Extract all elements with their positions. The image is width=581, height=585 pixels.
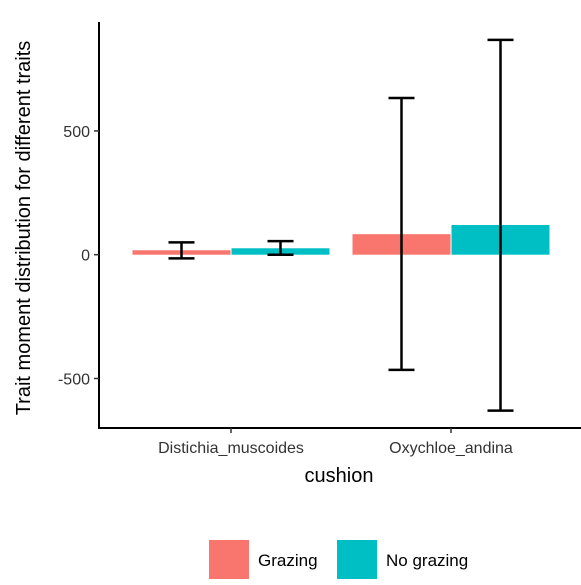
legend-item-grazing: Grazing: [209, 540, 318, 579]
y-tick-label: -500: [58, 371, 90, 388]
x-tick-label: Distichia_muscoides: [158, 440, 304, 457]
y-axis-title: Trait moment distribution for different …: [13, 41, 35, 416]
bars-layer: [132, 225, 550, 255]
y-ticks: -500 0 500: [58, 124, 99, 388]
errorbars-layer: [168, 38, 514, 412]
legend-key: [337, 540, 377, 579]
legend: Grazing No grazing: [209, 540, 468, 579]
x-axis-title: cushion: [305, 465, 374, 487]
legend-item-no-grazing: No grazing: [337, 540, 468, 579]
errorbar-Oxychloe_andina-no-grazing: [487, 38, 514, 412]
errorbar-Distichia_muscoides-grazing: [168, 241, 195, 260]
legend-label: No grazing: [386, 551, 468, 570]
x-ticks: Distichia_muscoides Oxychloe_andina: [158, 428, 513, 457]
y-tick-label: 500: [63, 124, 90, 141]
y-tick-label: 0: [81, 248, 90, 265]
legend-key: [209, 540, 249, 579]
legend-label: Grazing: [258, 551, 318, 570]
x-tick-label: Oxychloe_andina: [389, 440, 513, 457]
errorbar-Distichia_muscoides-no-grazing: [267, 239, 294, 256]
errorbar-Oxychloe_andina-grazing: [388, 96, 415, 372]
